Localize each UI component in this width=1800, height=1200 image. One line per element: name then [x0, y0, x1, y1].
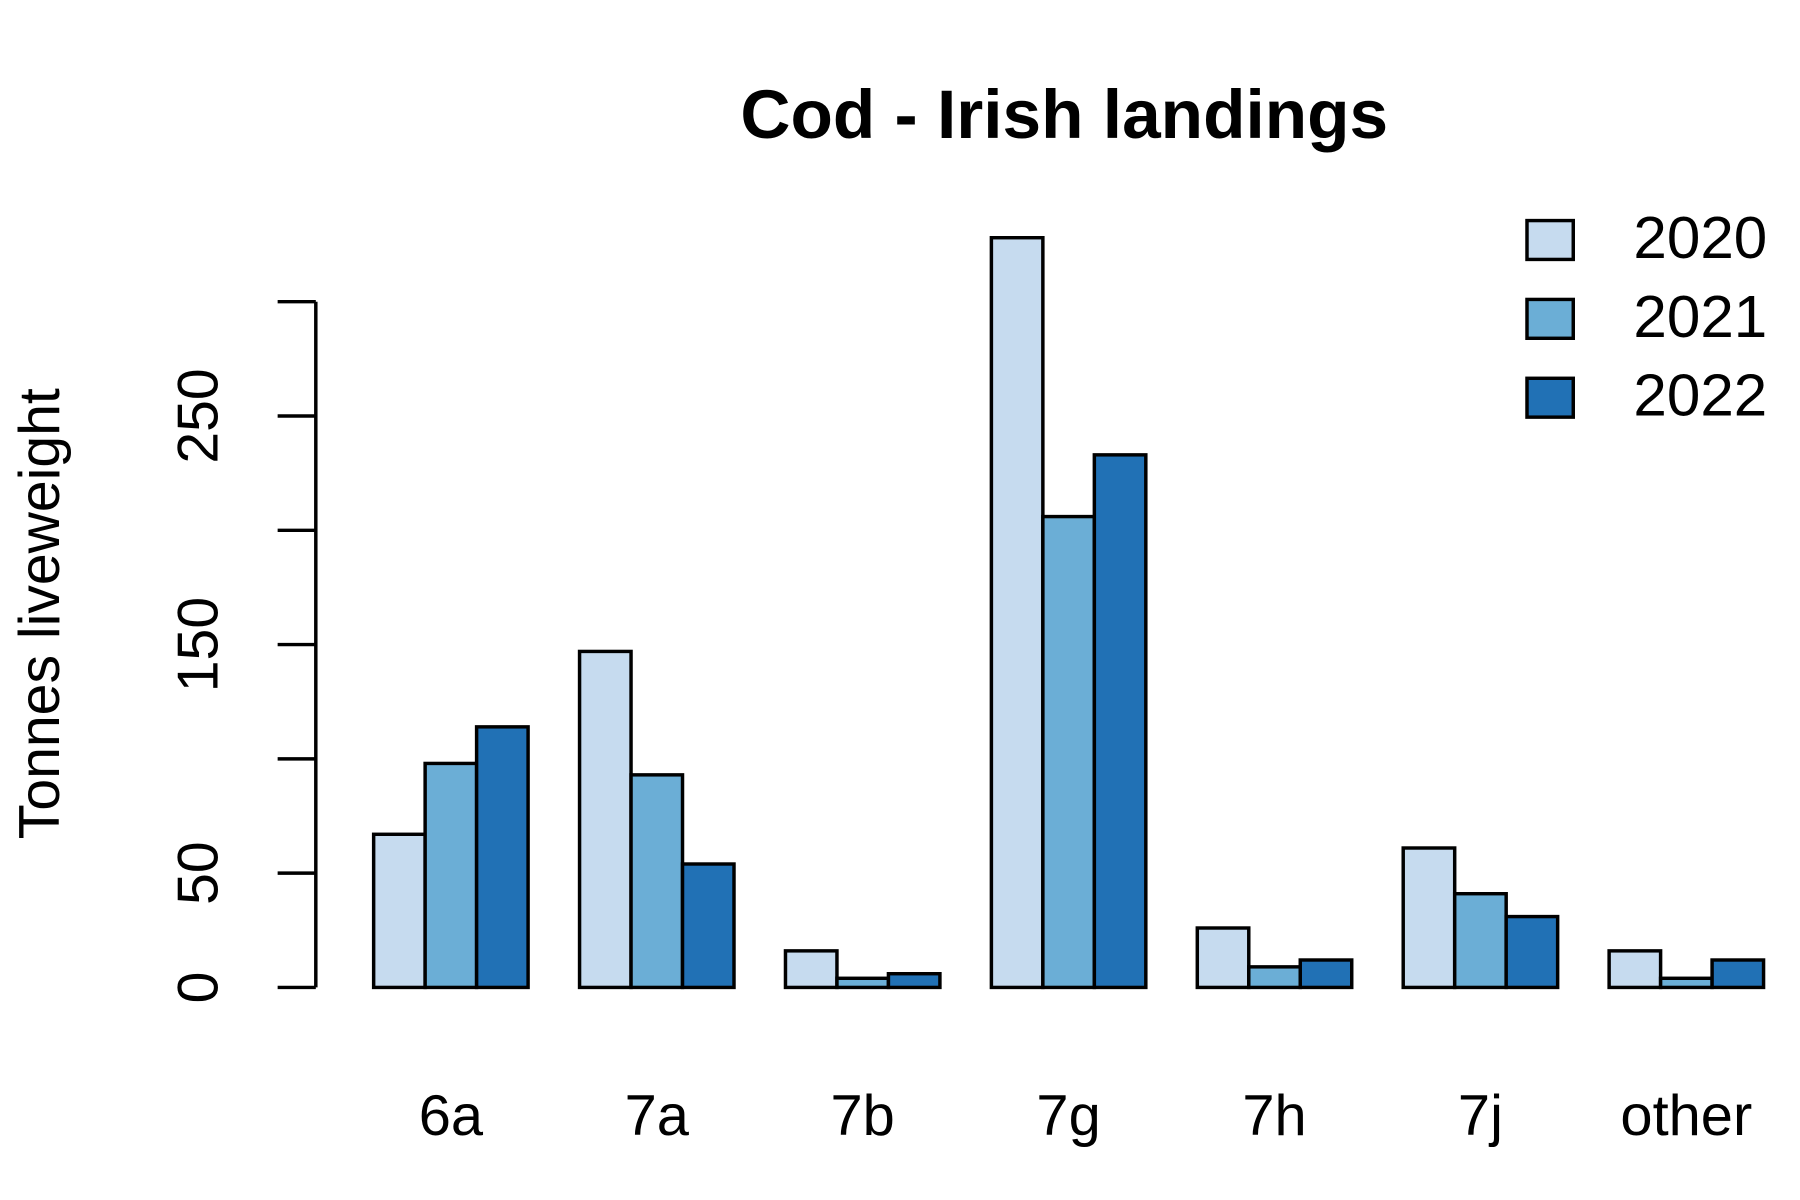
bar — [577, 649, 633, 990]
bar — [1092, 453, 1148, 990]
bar — [1710, 958, 1766, 990]
y-axis-label: Tonnes liveweight — [8, 388, 72, 839]
x-tick-label: 7j — [1458, 1084, 1503, 1148]
bar — [1041, 514, 1097, 990]
y-tick-label: 250 — [166, 368, 230, 463]
bar — [783, 949, 839, 990]
bar — [1247, 965, 1302, 990]
chart-title: Cod - Irish landings — [740, 76, 1388, 153]
bar — [886, 972, 942, 990]
legend-swatch — [1525, 297, 1576, 340]
legend-swatch — [1525, 376, 1576, 419]
x-tick-label: 7h — [1242, 1084, 1306, 1148]
bar — [423, 761, 479, 990]
bar — [1658, 976, 1714, 990]
bar — [989, 236, 1045, 990]
legend-label: 2020 — [1633, 204, 1767, 271]
bar — [1298, 958, 1354, 990]
bar — [1195, 926, 1251, 990]
bar — [1401, 846, 1457, 990]
x-tick-label: 7a — [625, 1084, 689, 1148]
y-tick-label: 0 — [166, 972, 230, 1004]
bar — [680, 862, 736, 990]
bar — [835, 976, 891, 990]
bar — [1607, 949, 1663, 990]
x-tick-label: 7b — [831, 1084, 895, 1148]
bar — [474, 725, 530, 990]
x-tick-label: 6a — [419, 1084, 483, 1148]
bar — [371, 832, 427, 990]
legend-label: 2021 — [1633, 283, 1767, 350]
legend-label: 2022 — [1633, 362, 1767, 429]
x-tick-label: 7g — [1036, 1084, 1100, 1148]
y-tick-label: 150 — [166, 597, 230, 692]
bar — [1504, 914, 1560, 990]
bar — [629, 773, 685, 990]
x-tick-label: other — [1620, 1084, 1752, 1148]
y-tick-label: 50 — [166, 841, 230, 905]
legend-swatch — [1525, 218, 1576, 262]
bar — [1452, 892, 1508, 990]
